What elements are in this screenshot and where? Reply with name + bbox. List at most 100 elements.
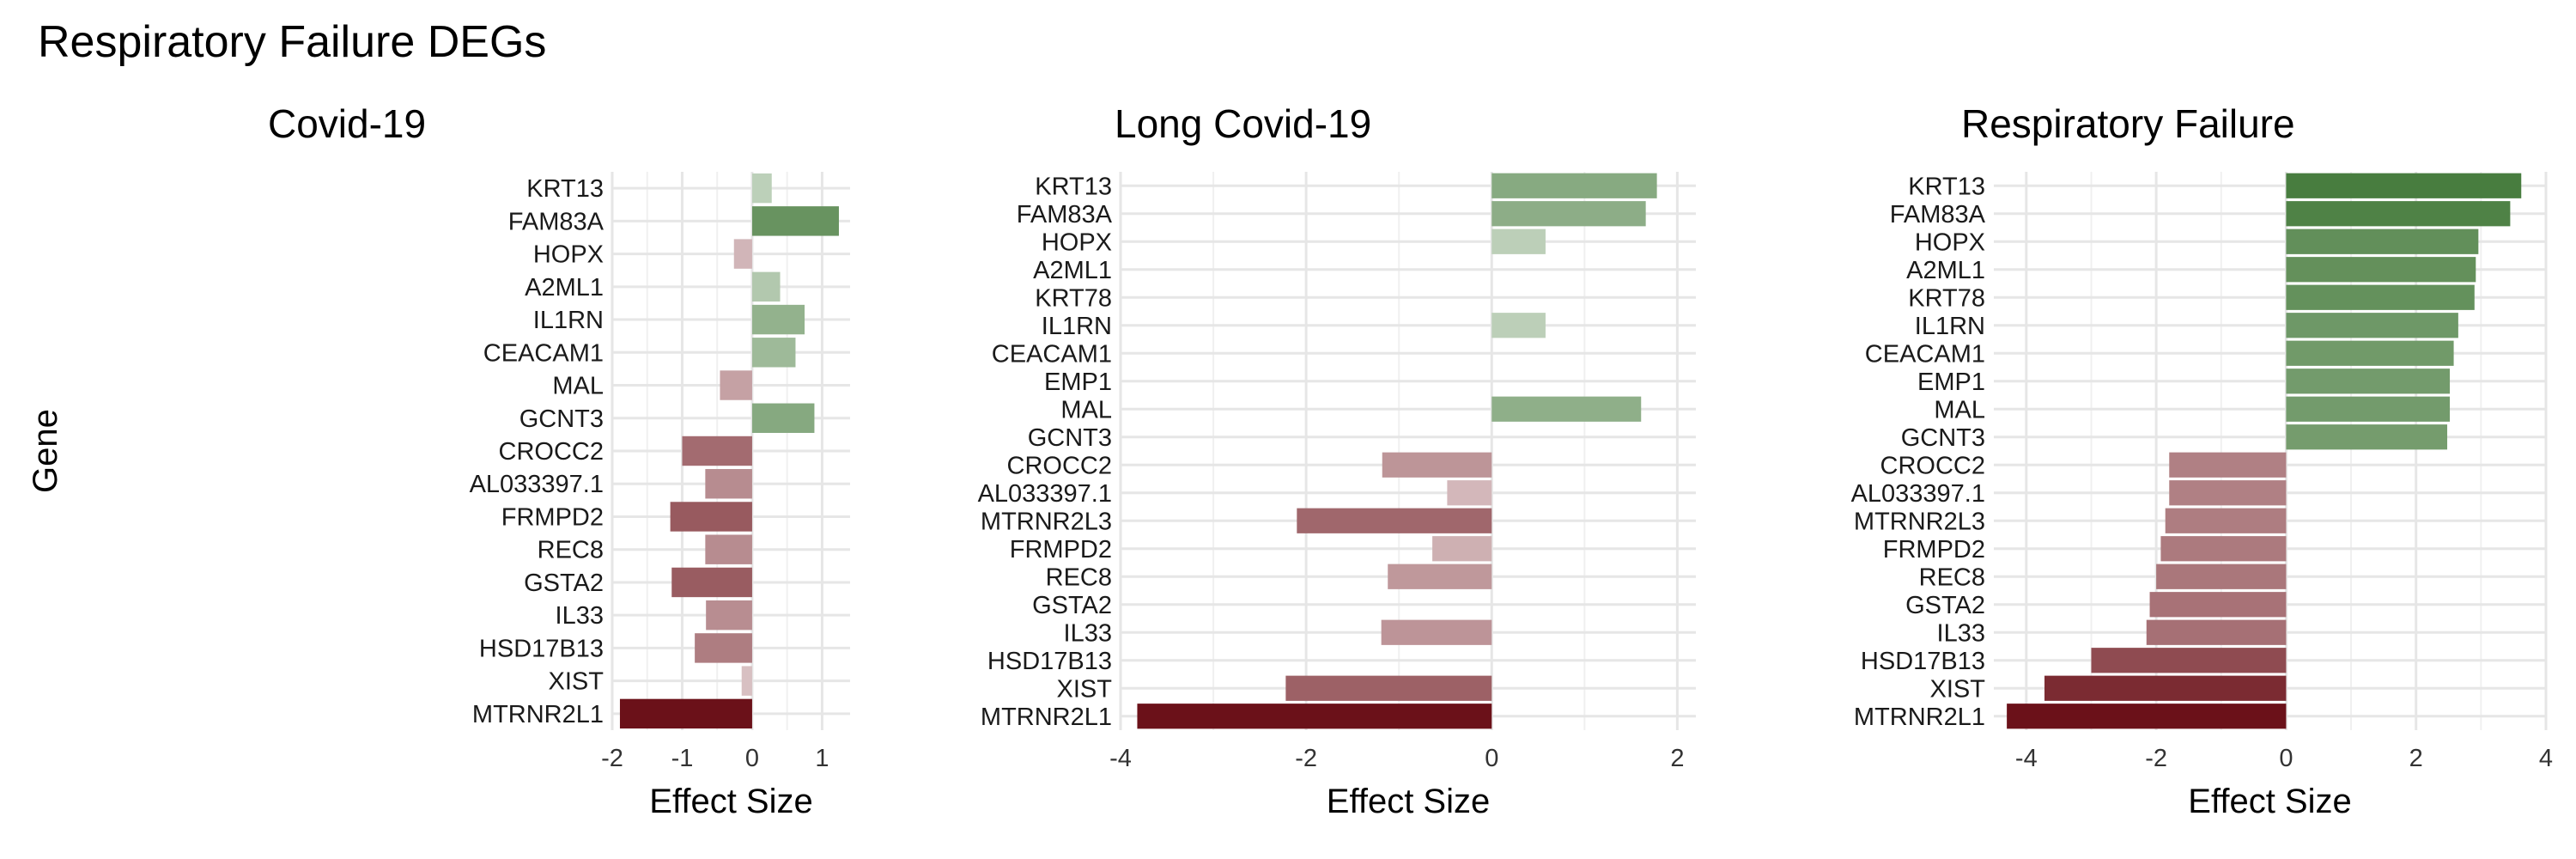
gene-label: MTRNR2L1 bbox=[981, 704, 1112, 731]
bar-mtrnr2l3 bbox=[2165, 508, 2287, 533]
gene-label: CEACAM1 bbox=[1865, 340, 1985, 368]
bar-fam83a bbox=[751, 206, 839, 236]
gene-label: GCNT3 bbox=[1028, 424, 1112, 452]
bar-il1rn bbox=[1492, 313, 1546, 338]
panel-long-covid-19: KRT13FAM83AHOPXA2ML1KRT78IL1RNCEACAM1EMP… bbox=[978, 101, 1696, 820]
bar-hsd17b13 bbox=[2091, 648, 2287, 673]
gene-label: GCNT3 bbox=[1901, 424, 1985, 452]
bar-xist bbox=[2044, 675, 2287, 701]
bar-ceacam1 bbox=[2286, 340, 2454, 366]
gene-label: CROCC2 bbox=[499, 438, 604, 466]
gene-label: FAM83A bbox=[1890, 201, 1986, 228]
bar-frmpd2 bbox=[1432, 536, 1492, 562]
x-tick-label: -4 bbox=[1109, 745, 1132, 772]
gene-label: FRMPD2 bbox=[1010, 536, 1112, 564]
x-tick-label: 2 bbox=[2409, 745, 2423, 772]
bar-mtrnr2l1 bbox=[1137, 704, 1492, 729]
bar-fam83a bbox=[1492, 201, 1646, 227]
x-tick-label: 1 bbox=[815, 745, 829, 772]
bar-al033397-1 bbox=[2169, 480, 2287, 506]
chart-panels: KRT13FAM83AHOPXA2ML1IL1RNCEACAM1MALGCNT3… bbox=[27, 101, 2553, 820]
x-axis-label: Effect Size bbox=[2188, 783, 2351, 820]
figure-title: Respiratory Failure DEGs bbox=[38, 17, 546, 67]
gene-label: XIST bbox=[1057, 675, 1113, 703]
gene-label: XIST bbox=[549, 668, 605, 696]
bar-krt13 bbox=[1492, 173, 1657, 198]
x-tick-label: -2 bbox=[601, 745, 623, 772]
bar-krt78 bbox=[2286, 284, 2475, 310]
gene-label: GSTA2 bbox=[1032, 592, 1112, 619]
gene-label: KRT13 bbox=[1908, 173, 1985, 200]
gene-label: IL33 bbox=[1064, 619, 1112, 647]
bar-mtrnr2l1 bbox=[619, 698, 752, 729]
bar-a2ml1 bbox=[2286, 257, 2476, 283]
gene-label: GSTA2 bbox=[1905, 592, 1985, 619]
gene-label: MTRNR2L3 bbox=[981, 508, 1112, 535]
bar-gcnt3 bbox=[751, 403, 815, 433]
bar-frmpd2 bbox=[2160, 536, 2287, 562]
bar-mtrnr2l3 bbox=[1297, 508, 1492, 533]
bar-hopx bbox=[2286, 228, 2479, 254]
x-tick-label: -2 bbox=[2145, 745, 2167, 772]
gene-label: GCNT3 bbox=[519, 405, 604, 433]
gene-label: MAL bbox=[1060, 396, 1112, 423]
panel-respiratory-failure: KRT13FAM83AHOPXA2ML1KRT78IL1RNCEACAM1EMP… bbox=[1851, 101, 2554, 820]
x-tick-label: 0 bbox=[2279, 745, 2293, 772]
gene-label: MAL bbox=[552, 373, 604, 400]
gene-label: HSD17B13 bbox=[987, 648, 1112, 675]
bar-il33 bbox=[2146, 619, 2287, 645]
gene-label: HSD17B13 bbox=[1861, 648, 1985, 675]
gene-label: MTRNR2L3 bbox=[1854, 508, 1985, 535]
bar-krt13 bbox=[751, 173, 772, 204]
bar-rec8 bbox=[705, 534, 752, 564]
gene-label: CROCC2 bbox=[1007, 452, 1112, 479]
gene-label: FRMPD2 bbox=[501, 503, 604, 531]
gene-label: FRMPD2 bbox=[1883, 536, 1985, 564]
bar-gcnt3 bbox=[2286, 424, 2448, 450]
gene-label: XIST bbox=[1930, 675, 1986, 703]
gene-label: HOPX bbox=[1915, 228, 1985, 256]
gene-label: HOPX bbox=[1042, 228, 1112, 256]
gene-label: MTRNR2L1 bbox=[472, 701, 604, 728]
panel-title: Long Covid-19 bbox=[1115, 101, 1371, 146]
gene-label: IL1RN bbox=[1915, 313, 1985, 340]
gene-label: IL1RN bbox=[1042, 313, 1112, 340]
bar-gsta2 bbox=[671, 567, 752, 598]
gene-label: GSTA2 bbox=[524, 570, 604, 597]
bar-il33 bbox=[1381, 619, 1492, 645]
x-axis-label: Effect Size bbox=[1327, 783, 1490, 820]
bar-il1rn bbox=[2286, 313, 2458, 338]
gene-label: IL33 bbox=[1937, 619, 1985, 647]
bar-hopx bbox=[1492, 228, 1546, 254]
panel-covid-19: KRT13 FAM83A HOPX A2ML1 IL1RN CEACAM1 MAL GCNT3… bbox=[27, 101, 850, 820]
bar-hopx bbox=[733, 239, 752, 269]
gene-label: REC8 bbox=[1919, 564, 1985, 591]
bar-xist bbox=[741, 666, 752, 696]
bar-mtrnr2l1 bbox=[2007, 704, 2287, 729]
gene-label: FAM83A bbox=[1017, 201, 1113, 228]
bar-frmpd2 bbox=[670, 502, 752, 532]
gene-label: CEACAM1 bbox=[992, 340, 1112, 368]
gene-label: A2ML1 bbox=[1033, 257, 1112, 284]
bar-al033397-1 bbox=[705, 469, 752, 499]
bar-al033397-1 bbox=[1447, 480, 1492, 506]
bar-crocc2 bbox=[682, 436, 752, 466]
gene-label: MAL bbox=[1934, 396, 1985, 423]
x-tick-label: -2 bbox=[1295, 745, 1317, 772]
x-tick-label: 2 bbox=[1670, 745, 1684, 772]
bar-il33 bbox=[706, 600, 752, 631]
bar-mal bbox=[2286, 396, 2451, 422]
gene-label: KRT13 bbox=[1035, 173, 1112, 200]
bar-il1rn bbox=[751, 304, 805, 335]
gene-label: EMP1 bbox=[1917, 369, 1985, 396]
gene-label: IL33 bbox=[556, 602, 604, 630]
gene-label: CROCC2 bbox=[1880, 452, 1985, 479]
bar-crocc2 bbox=[2169, 452, 2287, 478]
bar-mal bbox=[720, 370, 752, 400]
bar-gsta2 bbox=[2149, 592, 2287, 618]
gene-label: HOPX bbox=[533, 241, 604, 269]
bar-rec8 bbox=[1388, 564, 1492, 589]
gene-label: IL1RN bbox=[533, 307, 604, 334]
bar-a2ml1 bbox=[751, 271, 781, 302]
